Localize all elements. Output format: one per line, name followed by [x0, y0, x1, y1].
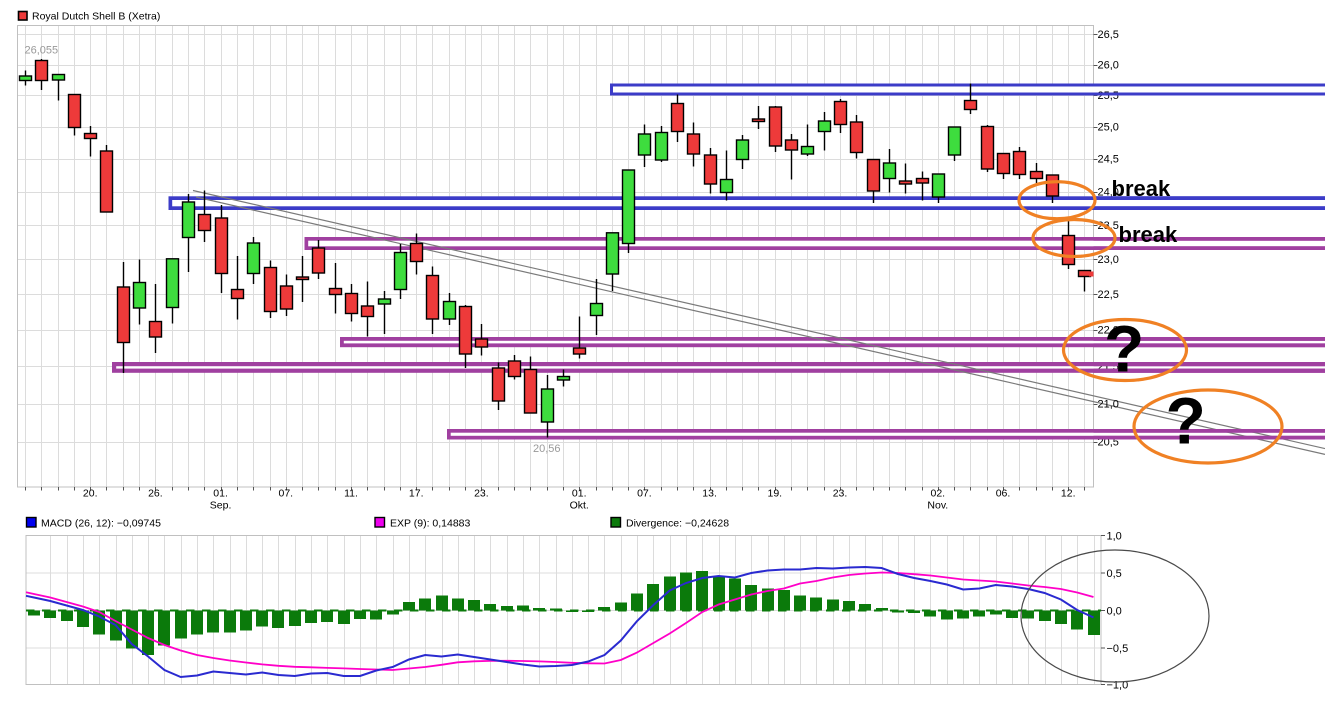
svg-text:0,5: 0,5: [1107, 568, 1122, 580]
svg-text:19.: 19.: [767, 488, 782, 500]
svg-text:23,0: 23,0: [1098, 254, 1119, 266]
svg-text:Okt.: Okt.: [570, 500, 589, 512]
svg-text:−0,5: −0,5: [1107, 643, 1129, 655]
svg-text:25,5: 25,5: [1098, 90, 1119, 102]
svg-text:23.: 23.: [474, 488, 489, 500]
svg-text:11.: 11.: [344, 488, 358, 500]
svg-text:26,0: 26,0: [1098, 59, 1119, 71]
svg-text:26,055: 26,055: [25, 45, 59, 57]
svg-text:13.: 13.: [702, 488, 717, 500]
svg-text:Sep.: Sep.: [210, 500, 232, 512]
svg-text:1,0: 1,0: [1107, 530, 1122, 542]
svg-text:EXP (9): 0,14883: EXP (9): 0,14883: [390, 518, 471, 530]
svg-text:20.: 20.: [83, 488, 98, 500]
svg-text:01.: 01.: [213, 488, 228, 500]
svg-text:23.: 23.: [833, 488, 848, 500]
svg-text:22,5: 22,5: [1098, 289, 1119, 301]
svg-text:Nov.: Nov.: [927, 500, 948, 512]
svg-text:break: break: [1112, 176, 1171, 201]
svg-text:0,0: 0,0: [1107, 605, 1122, 617]
svg-text:20,56: 20,56: [533, 443, 561, 455]
svg-text:break: break: [1119, 222, 1178, 247]
svg-text:17.: 17.: [409, 488, 424, 500]
svg-text:07.: 07.: [278, 488, 293, 500]
svg-text:02.: 02.: [930, 488, 945, 500]
svg-text:?: ?: [1104, 312, 1144, 386]
svg-text:Divergence: −0,24628: Divergence: −0,24628: [626, 518, 729, 530]
svg-text:21,0: 21,0: [1098, 398, 1119, 410]
svg-text:06.: 06.: [996, 488, 1011, 500]
svg-text:?: ?: [1166, 384, 1206, 458]
svg-text:07.: 07.: [637, 488, 652, 500]
svg-text:24,5: 24,5: [1098, 154, 1119, 166]
svg-text:26,5: 26,5: [1098, 29, 1119, 41]
svg-text:12.: 12.: [1061, 488, 1076, 500]
svg-text:25,0: 25,0: [1098, 122, 1119, 134]
svg-text:23,5: 23,5: [1098, 220, 1119, 232]
svg-text:26.: 26.: [148, 488, 163, 500]
svg-text:Royal Dutch Shell B (Xetra): Royal Dutch Shell B (Xetra): [32, 11, 160, 23]
svg-text:01.: 01.: [572, 488, 587, 500]
svg-text:MACD (26, 12): −0,09745: MACD (26, 12): −0,09745: [41, 518, 161, 530]
